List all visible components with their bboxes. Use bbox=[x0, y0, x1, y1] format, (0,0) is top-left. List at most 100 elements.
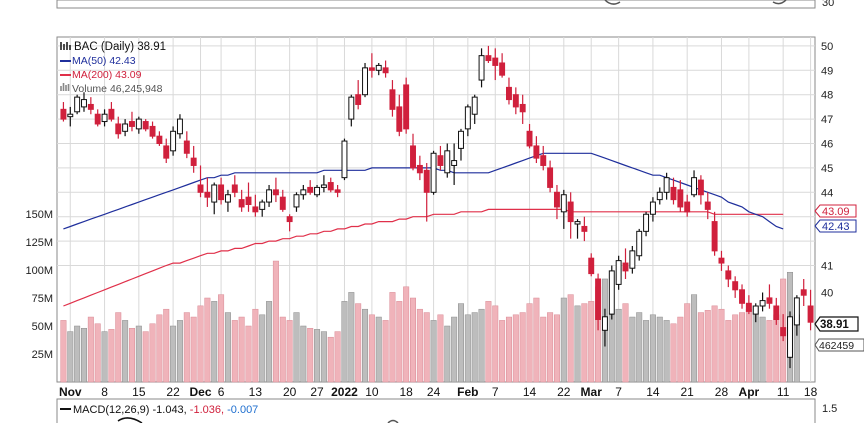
volume-bar bbox=[94, 323, 101, 383]
price-tick-label: 44 bbox=[821, 187, 833, 199]
legend-title: BAC (Daily) 38.91 bbox=[74, 41, 166, 53]
volume-bar bbox=[67, 331, 74, 383]
candle-body bbox=[458, 130, 464, 149]
candle-body bbox=[122, 123, 129, 132]
volume-bar bbox=[519, 312, 526, 383]
volume-bar bbox=[505, 316, 512, 383]
date-tick-label: 6 bbox=[218, 385, 225, 399]
macd-tick: 1.5 bbox=[822, 403, 837, 415]
candle-body bbox=[780, 327, 787, 337]
date-tick-label: Feb bbox=[457, 385, 478, 399]
candlesticks bbox=[60, 45, 814, 369]
candle-body bbox=[218, 184, 225, 201]
candle-body bbox=[245, 196, 252, 205]
candle-body bbox=[759, 300, 766, 307]
candle-body bbox=[300, 189, 307, 196]
candle-body bbox=[588, 257, 595, 275]
candle-body bbox=[492, 57, 499, 66]
ma200-line bbox=[63, 208, 784, 307]
volume-bar bbox=[108, 329, 115, 383]
date-tick-label: 10 bbox=[365, 385, 379, 399]
candle-body bbox=[190, 157, 197, 166]
volume-bar bbox=[636, 312, 643, 383]
candle-body bbox=[677, 189, 684, 208]
candle-body bbox=[403, 84, 410, 130]
legend-ma50-row: MA(50) 42.43 bbox=[60, 55, 136, 67]
volume-bar bbox=[451, 316, 458, 383]
volume-tick-label: 100M bbox=[25, 265, 53, 277]
candle-body bbox=[718, 257, 725, 264]
ma50-badge-text: 42.43 bbox=[822, 221, 850, 233]
legend-ma200-row: MA(200) 43.09 bbox=[60, 69, 142, 81]
candle-body bbox=[581, 225, 588, 232]
volume-bar bbox=[314, 329, 321, 383]
candle-body bbox=[108, 108, 115, 120]
volume-bar bbox=[389, 292, 396, 383]
candle-body bbox=[272, 189, 279, 196]
candle-body bbox=[355, 94, 362, 105]
candle-body bbox=[444, 150, 451, 174]
volume-bar bbox=[643, 320, 650, 383]
candle-body bbox=[423, 169, 430, 193]
moving-averages bbox=[63, 152, 784, 307]
candle-body bbox=[142, 121, 149, 130]
candle-body bbox=[793, 297, 800, 326]
volume-bar bbox=[183, 312, 190, 383]
candle-body bbox=[540, 155, 547, 166]
volume-bar bbox=[766, 320, 773, 383]
volume-bar bbox=[224, 312, 231, 383]
candle-body bbox=[135, 118, 142, 130]
candle-body bbox=[94, 113, 101, 125]
date-tick-label: 20 bbox=[283, 385, 297, 399]
volume-bar bbox=[259, 314, 266, 383]
volume-bar bbox=[211, 301, 218, 383]
volume-bar bbox=[403, 286, 410, 383]
volume-bar bbox=[444, 325, 451, 383]
candle-body bbox=[149, 125, 156, 137]
volume-bar bbox=[430, 320, 437, 383]
candle-body bbox=[375, 64, 382, 71]
candle-body bbox=[787, 316, 793, 358]
date-tick-label: 14 bbox=[523, 385, 537, 399]
date-tick-label: 27 bbox=[310, 385, 324, 399]
volume-bar bbox=[279, 316, 286, 383]
volume-bar bbox=[80, 327, 87, 383]
price-tick-label: 50 bbox=[821, 41, 833, 53]
date-tick-label: 21 bbox=[681, 385, 695, 399]
date-tick-label: Dec bbox=[190, 385, 212, 399]
volume-bar bbox=[115, 312, 122, 383]
volume-bars bbox=[60, 260, 800, 383]
close-badge-text: 38.91 bbox=[820, 319, 849, 331]
candle-body bbox=[766, 297, 773, 304]
candle-body bbox=[286, 216, 293, 223]
volume-bar bbox=[732, 314, 739, 383]
candle-body bbox=[430, 152, 437, 193]
candle-body bbox=[553, 191, 560, 208]
candle-body bbox=[163, 145, 170, 159]
volume-bar bbox=[135, 325, 142, 383]
volume-bar bbox=[416, 308, 423, 383]
price-axis: 41 44 45 46 47 48 49 50 40 bbox=[821, 41, 833, 300]
candle-body bbox=[266, 189, 273, 203]
legend-ma200: MA(200) 43.09 bbox=[72, 69, 142, 81]
volume-bar bbox=[101, 331, 108, 383]
close-price-badge: 38.91 bbox=[814, 316, 859, 332]
date-tick-label: 7 bbox=[492, 385, 499, 399]
candle-body bbox=[691, 177, 698, 196]
macd-signal-value: -1.036, bbox=[190, 404, 224, 416]
volume-bar bbox=[307, 327, 314, 383]
top-panel-tick: 30 bbox=[822, 0, 834, 9]
candle-body bbox=[547, 167, 554, 188]
candle-body bbox=[711, 221, 718, 252]
volume-bar bbox=[272, 260, 279, 383]
top-panel-line bbox=[772, 0, 787, 5]
volume-bar bbox=[190, 316, 197, 383]
candle-body bbox=[197, 184, 204, 193]
volume-badge-text: 462459 bbox=[819, 340, 854, 352]
candle-body bbox=[752, 305, 759, 315]
legend: BAC (Daily) 38.91 MA(50) 42.43 MA(200) 4… bbox=[60, 41, 166, 95]
volume-bar bbox=[163, 308, 170, 383]
candle-body bbox=[464, 106, 471, 130]
volume-bar bbox=[581, 303, 588, 383]
volume-bar bbox=[478, 308, 485, 383]
